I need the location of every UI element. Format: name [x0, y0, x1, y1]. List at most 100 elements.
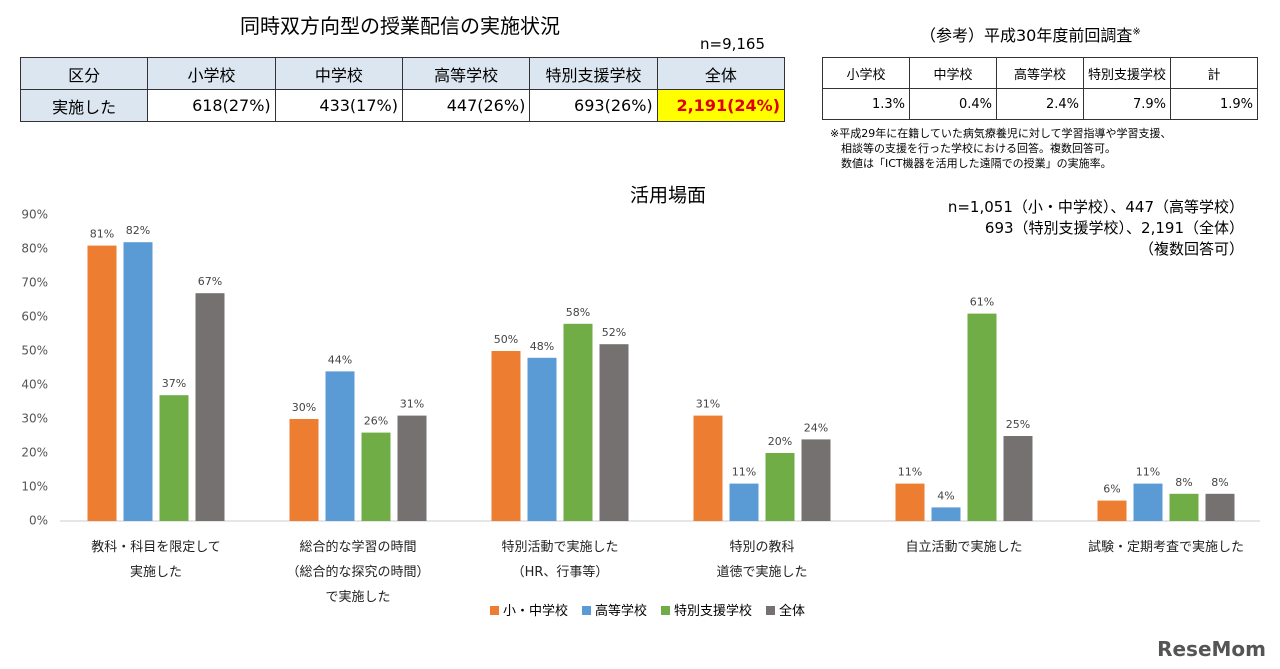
value-label: 30%: [292, 401, 316, 414]
header-row: 小学校 中学校 高等学校 特別支援学校計: [822, 57, 1258, 89]
data-row: 1.3% 0.4% 2.4% 7.9% 1.9%: [822, 88, 1258, 120]
bar: [599, 344, 629, 521]
bar: [397, 415, 427, 521]
y-tick-label: 0%: [29, 514, 48, 528]
value-label: 11%: [1136, 466, 1160, 479]
value-label: 50%: [494, 333, 518, 346]
data-row: 実施した 618(27%) 433(17%) 447(26%) 693(26%) 2,19…: [19, 89, 786, 122]
value-label: 81%: [90, 228, 114, 241]
bar: [527, 357, 557, 521]
bar: [289, 419, 319, 521]
value-label: 67%: [198, 275, 222, 288]
data-cell: 1.3%: [822, 88, 910, 120]
data-cell: 7.9%: [1083, 88, 1171, 120]
value-label: 6%: [1103, 483, 1120, 496]
bar: [931, 507, 961, 521]
y-tick-label: 60%: [21, 310, 48, 324]
note-line: ※平成29年に在籍していた病気療養児に対して学習指導や学習支援、: [830, 127, 1172, 140]
data-cell: 433(17%): [274, 89, 403, 122]
value-label: 8%: [1175, 476, 1192, 489]
data-cell: 1.9%: [1170, 88, 1258, 120]
bar: [895, 483, 925, 521]
value-label: 11%: [732, 466, 756, 479]
value-label: 82%: [126, 224, 150, 237]
header-row: 区分 小学校 中学校 高等学校 特別支援学校 全体: [19, 57, 786, 90]
legend-label: 高等学校: [595, 604, 648, 619]
bar: [159, 395, 189, 521]
data-cell: 実施した: [19, 89, 149, 122]
bar: [123, 242, 153, 521]
note-line: n=1,051（小・中学校）、447（高等学校）: [947, 198, 1244, 216]
value-label: 31%: [696, 398, 720, 411]
note-line: （複数回答可）: [1138, 240, 1244, 258]
reference-title-text: （参考）平成30年度前回調査: [920, 26, 1133, 45]
y-tick-label: 90%: [21, 208, 48, 222]
y-tick-label: 70%: [21, 276, 48, 290]
header-cell: 中学校: [909, 57, 997, 89]
x-tick-label: 試験・定期考査で実施した: [1087, 540, 1244, 555]
summary-table: 区分 小学校 中学校 高等学校 特別支援学校 全体 実施した 618(27%) 433(17%)…: [19, 57, 786, 122]
data-cell: 447(26%): [401, 89, 531, 122]
x-tick-label: 総合的な学習の時間 （総合的な探究の時間） で実施した: [286, 540, 430, 605]
bar: [967, 313, 997, 521]
value-label: 26%: [364, 415, 388, 428]
bar: [361, 432, 391, 521]
legend-label: 小・中学校: [503, 604, 569, 619]
legend-swatch: [582, 606, 592, 615]
chart-notes: n=1,051（小・中学校）、447（高等学校） 693（特別支援学校）、2,19…: [948, 197, 1244, 260]
header-cell: 計: [1170, 57, 1258, 89]
header-cell: 特別支援学校: [1083, 57, 1171, 89]
data-cell: 693(26%): [529, 89, 658, 122]
legend-swatch: [661, 606, 671, 615]
header-cell: 全体: [656, 57, 786, 90]
y-tick-label: 30%: [21, 412, 48, 426]
header-cell: 区分: [19, 57, 149, 90]
header-cell: 特別支援学校: [529, 57, 658, 90]
header-cell: 中学校: [274, 57, 403, 90]
bar: [693, 415, 723, 521]
x-tick-label: 教科・科目を限定して 実施した: [91, 540, 221, 580]
y-tick-label: 10%: [21, 480, 48, 494]
value-label: 52%: [602, 326, 626, 339]
value-label: 4%: [937, 489, 954, 502]
value-label: 48%: [530, 340, 554, 353]
title: 同時双方向型の授業配信の実施状況: [240, 14, 560, 38]
reference-mark: ※: [1132, 26, 1141, 38]
legend-item: 全体: [766, 600, 805, 619]
value-label: 58%: [566, 306, 590, 319]
legend-item: 高等学校: [582, 600, 647, 619]
legend-swatch: [766, 606, 776, 615]
value-label: 61%: [970, 296, 994, 309]
legend-label: 全体: [779, 604, 806, 619]
bar: [801, 439, 831, 521]
legend-item: 特別支援学校: [661, 600, 752, 619]
bar: [1097, 500, 1127, 521]
value-label: 31%: [400, 398, 424, 411]
y-tick-label: 50%: [21, 344, 48, 358]
bar: [1133, 483, 1163, 521]
sample-size: n=9,165: [700, 35, 766, 53]
value-label: 37%: [162, 377, 186, 390]
data-cell: 618(27%): [147, 89, 276, 122]
y-tick-label: 40%: [21, 378, 48, 392]
value-label: 44%: [328, 353, 352, 366]
bar: [325, 371, 355, 521]
value-label: 11%: [898, 466, 922, 479]
data-cell: 2,191(24%): [656, 89, 786, 122]
bar: [1205, 493, 1235, 521]
data-cell: 2.4%: [996, 88, 1084, 120]
note-line: 693（特別支援学校）、2,191（全体）: [984, 219, 1244, 237]
value-label: 24%: [804, 421, 828, 434]
x-tick-label: 自立活動で実施した: [905, 540, 1023, 555]
legend-item: 小・中学校: [490, 600, 568, 619]
reference-notes: ※平成29年に在籍していた病気療養児に対して学習指導や学習支援、 相談等の支援を…: [830, 126, 1172, 171]
bar: [729, 483, 759, 521]
reference-title: （参考）平成30年度前回調査※: [920, 22, 1141, 46]
bar: [1003, 436, 1033, 521]
bar: [563, 323, 593, 521]
bar: [1169, 493, 1199, 521]
bar: [491, 351, 521, 521]
y-tick-label: 80%: [21, 242, 48, 256]
